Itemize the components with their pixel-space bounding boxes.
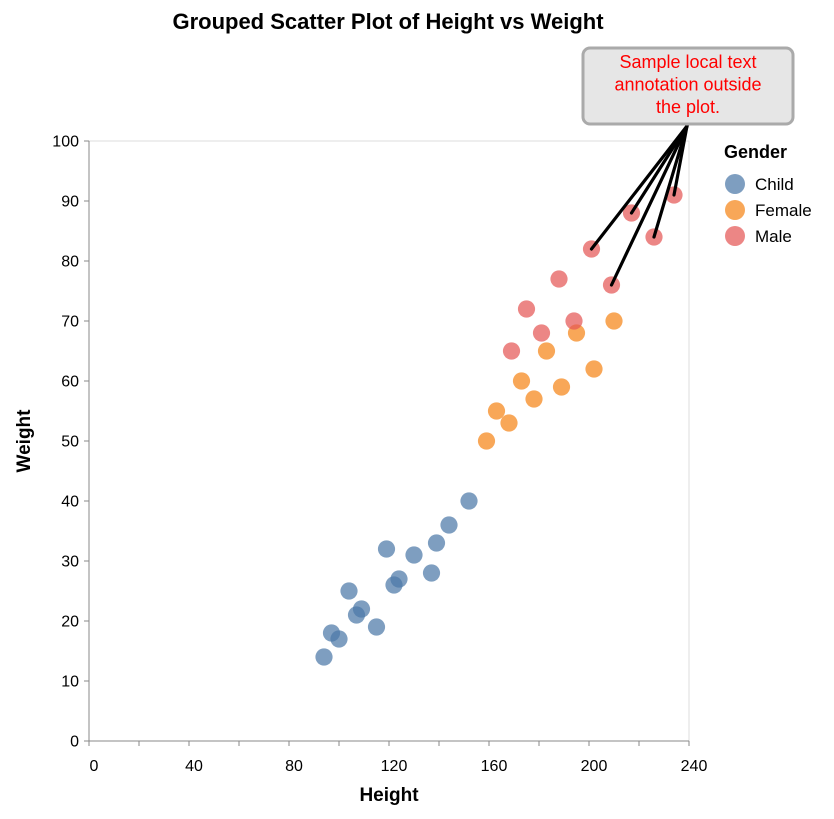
y-axis-title: Weight [14,409,35,473]
data-point-child[interactable] [405,546,423,564]
annotation-leader-line [589,124,689,251]
data-point-male[interactable] [502,342,521,360]
series-male [502,186,683,360]
data-point-child[interactable] [367,618,386,636]
data-point-female[interactable] [500,414,518,432]
data-point-child[interactable] [330,630,348,648]
data-point-female[interactable] [585,360,603,378]
x-tick-label: 240 [681,758,708,775]
data-point-female[interactable] [525,390,543,408]
y-tick-label: 0 [70,734,79,751]
annotation-leader-line [652,124,689,239]
plot-frame [88,140,690,742]
legend-label: Female [755,201,812,220]
legend-label: Child [755,175,794,194]
annotation-box [581,46,795,126]
points-layer [315,186,683,666]
data-point-female[interactable] [512,372,531,390]
y-tick-label: 30 [61,554,79,571]
series-child [315,492,478,666]
data-point-male[interactable] [517,300,536,318]
y-tick-label: 40 [61,494,79,511]
y-tick-label: 90 [61,194,79,211]
data-point-child[interactable] [340,582,358,600]
data-point-female[interactable] [605,312,623,330]
data-point-child[interactable] [422,564,441,582]
legend-item-child[interactable]: Child [725,174,794,194]
legend-item-female[interactable]: Female [725,200,812,220]
legend-item-male[interactable]: Male [725,226,792,246]
data-point-child[interactable] [377,540,396,558]
data-point-male[interactable] [532,324,551,342]
annotation-text-line: annotation outside [614,75,761,95]
y-tick-label: 50 [61,434,79,451]
y-tick-label: 20 [61,614,79,631]
data-point-child[interactable] [390,570,408,588]
data-point-female[interactable] [537,342,556,360]
y-axis: 0 10 20 30 40 50 60 70 80 90 100 [52,134,90,751]
series-female [477,312,623,450]
y-tick-label: 70 [61,314,79,331]
data-point-child[interactable] [460,492,478,510]
y-tick-label: 80 [61,254,79,271]
legend-items: Child Female Male [725,174,812,246]
y-tick-label: 60 [61,374,79,391]
x-tick-label: 200 [581,758,608,775]
annotation-leader-line [629,124,689,215]
annotation-leader-line [672,124,689,197]
legend-label: Male [755,227,792,246]
data-point-female[interactable] [487,402,506,420]
data-point-child[interactable] [440,516,458,534]
data-point-female[interactable] [552,378,571,396]
legend-swatch [725,174,745,194]
legend: Gender Child Female Male [724,142,812,246]
y-tick-label: 100 [52,134,79,151]
legend-title: Gender [724,142,787,162]
x-tick-label: 80 [285,758,303,775]
x-tick-label: 40 [185,758,203,775]
legend-swatch [725,226,745,246]
data-point-male[interactable] [565,312,583,330]
annotation-text-line: Sample local text [619,52,756,72]
y-tick-label: 10 [61,674,79,691]
x-tick-label: 160 [481,758,508,775]
x-axis-title: Height [359,785,419,806]
data-point-child[interactable] [315,648,333,666]
plot-area [88,140,690,742]
x-axis: 0 40 80 120 160 200 240 [88,740,708,775]
x-tick-label: 0 [90,758,99,775]
annotation-text-line: the plot. [656,97,720,117]
chart-title: Grouped Scatter Plot of Height vs Weight [172,9,604,34]
data-point-female[interactable] [477,432,496,450]
data-point-child[interactable] [352,600,371,618]
annotation-leader-line [609,124,689,287]
x-tick-label: 120 [381,758,408,775]
legend-swatch [725,200,745,220]
data-point-child[interactable] [427,534,446,552]
data-point-male[interactable] [550,270,568,288]
